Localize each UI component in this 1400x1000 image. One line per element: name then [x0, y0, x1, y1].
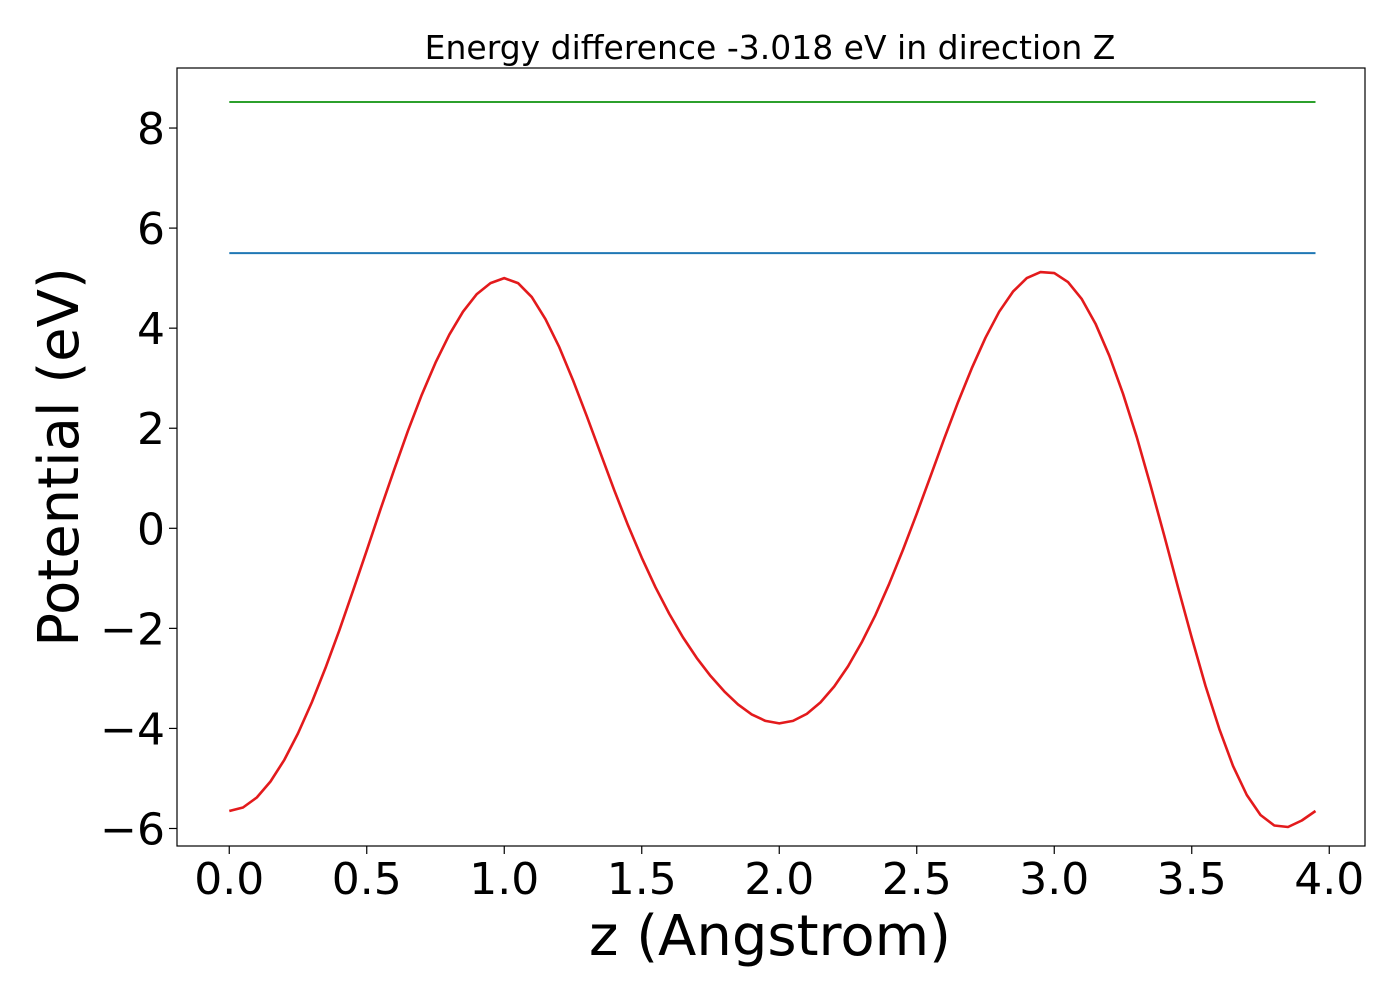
y-tick-label: 2 [137, 404, 165, 455]
x-tick-label: 1.0 [469, 854, 539, 905]
x-tick-label: 0.5 [332, 854, 402, 905]
x-axis-label: z (Angstrom) [589, 904, 951, 969]
y-tick-label: −2 [100, 604, 165, 655]
y-axis-ticks: −6 −4 −2 0 2 4 6 8 [100, 104, 177, 855]
y-tick-label: −4 [100, 704, 165, 755]
x-tick-label: 1.5 [607, 854, 677, 905]
x-tick-label: 2.5 [882, 854, 952, 905]
plot-frame [176, 67, 1366, 847]
series-line-3 [228, 270, 1317, 829]
y-tick-label: 4 [137, 304, 165, 355]
x-tick-label: 3.5 [1157, 854, 1227, 905]
y-axis-label: Potential (eV) [27, 267, 92, 647]
x-tick-label: 3.0 [1019, 854, 1089, 905]
x-tick-label: 4.0 [1294, 854, 1364, 905]
x-tick-label: 0.0 [194, 854, 264, 905]
y-tick-label: −6 [100, 804, 165, 855]
plot-area [228, 101, 1317, 829]
y-tick-label: 0 [137, 504, 165, 555]
chart-title: Energy difference -3.018 eV in direction… [425, 28, 1116, 67]
y-tick-label: 6 [137, 204, 165, 255]
x-tick-label: 2.0 [744, 854, 814, 905]
y-tick-label: 8 [137, 104, 165, 155]
x-axis-ticks: 0.0 0.5 1.0 1.5 2.0 2.5 3.0 3.5 4.0 [194, 846, 1364, 905]
